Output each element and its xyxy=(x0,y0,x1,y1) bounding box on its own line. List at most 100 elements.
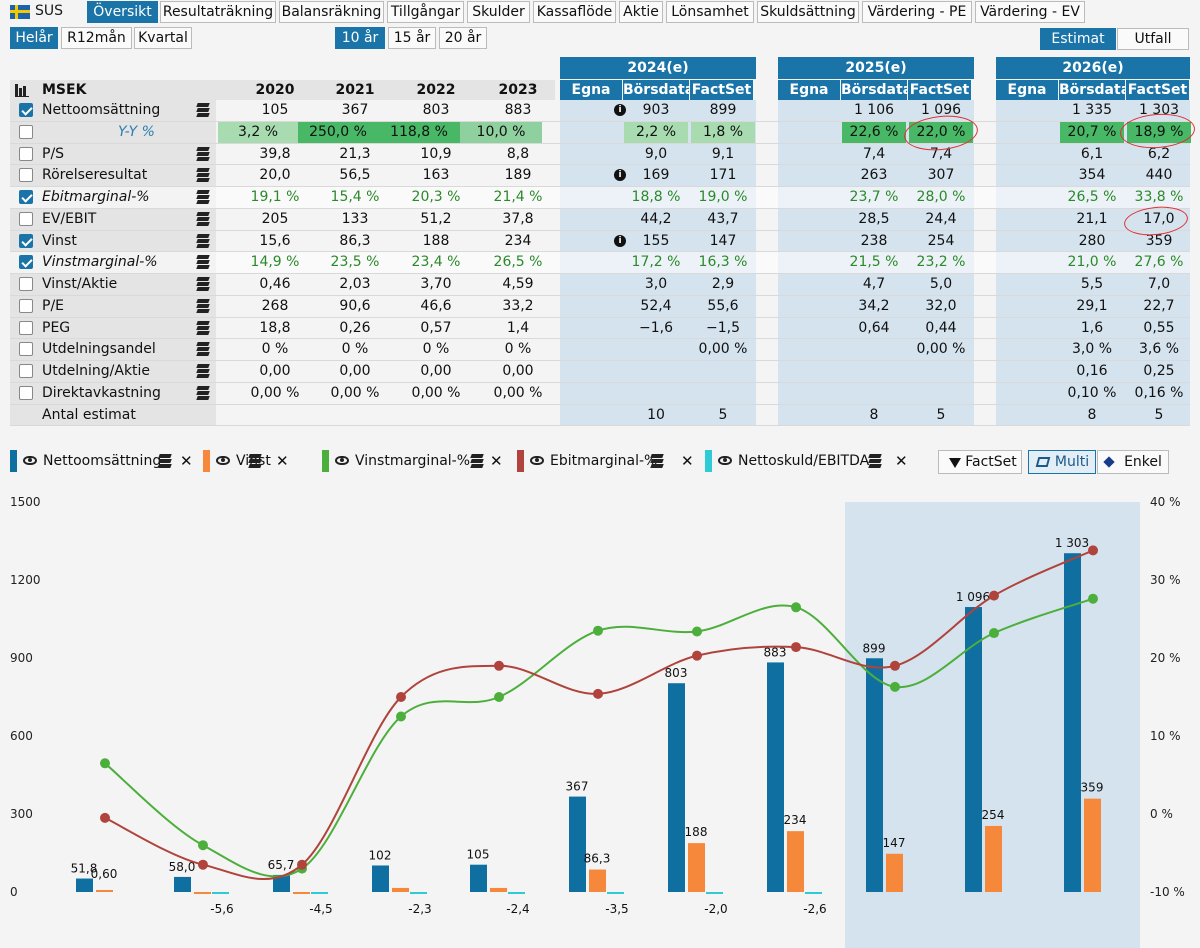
bar-nettoomsattning[interactable] xyxy=(668,683,685,892)
bar-nettoskuld[interactable] xyxy=(311,892,328,894)
close-icon[interactable]: ✕ xyxy=(895,452,908,470)
layers-icon[interactable] xyxy=(650,454,664,468)
layers-icon[interactable] xyxy=(196,211,210,226)
tab-översikt[interactable]: Översikt xyxy=(87,1,158,23)
bar-vinst[interactable] xyxy=(194,892,211,894)
bar-nettoomsattning[interactable] xyxy=(372,865,389,892)
chart-bars-icon[interactable] xyxy=(15,84,29,97)
close-icon[interactable]: ✕ xyxy=(180,452,193,470)
range-10-button[interactable]: 10 år xyxy=(335,27,385,49)
layers-icon[interactable] xyxy=(248,454,262,468)
tab-kassaflöde[interactable]: Kassaflöde xyxy=(533,1,616,23)
row-checkbox[interactable] xyxy=(19,190,33,204)
line-point[interactable] xyxy=(1088,593,1098,604)
tab-värdering-pe[interactable]: Värdering - PE xyxy=(862,1,972,23)
row-checkbox[interactable] xyxy=(19,320,33,335)
bar-vinst[interactable] xyxy=(293,892,310,894)
eye-icon[interactable] xyxy=(23,456,37,465)
info-icon[interactable]: i xyxy=(614,169,626,182)
line-point[interactable] xyxy=(198,840,208,851)
row-checkbox[interactable] xyxy=(19,211,33,226)
bar-vinst[interactable] xyxy=(392,887,409,892)
bar-vinst[interactable] xyxy=(787,831,804,892)
row-checkbox[interactable] xyxy=(19,146,33,161)
line-point[interactable] xyxy=(494,660,504,671)
bar-vinst[interactable] xyxy=(589,869,606,892)
tab-värdering-ev[interactable]: Värdering - EV xyxy=(975,1,1085,23)
line-point[interactable] xyxy=(396,692,406,702)
eye-icon[interactable] xyxy=(718,456,732,465)
row-checkbox[interactable] xyxy=(19,298,33,313)
bar-nettoomsattning[interactable] xyxy=(965,607,982,892)
layers-icon[interactable] xyxy=(470,454,484,468)
tab-lönsamhet[interactable]: Lönsamhet xyxy=(666,1,754,23)
bar-nettoskuld[interactable] xyxy=(805,892,822,894)
mode-estimat-button[interactable]: Estimat xyxy=(1040,28,1116,50)
bar-nettoomsattning[interactable] xyxy=(569,796,586,892)
period-kvartal-button[interactable]: Kvartal xyxy=(134,27,192,49)
bar-nettoomsattning[interactable] xyxy=(866,658,883,892)
bar-nettoomsattning[interactable] xyxy=(1064,553,1081,892)
single-view-button[interactable]: Enkel xyxy=(1097,450,1169,474)
close-icon[interactable]: ✕ xyxy=(490,452,503,470)
layers-icon[interactable] xyxy=(196,168,210,183)
range-20-button[interactable]: 20 år xyxy=(439,27,487,49)
close-icon[interactable]: ✕ xyxy=(276,452,289,470)
row-checkbox[interactable] xyxy=(19,385,33,400)
bar-nettoomsattning[interactable] xyxy=(767,662,784,892)
line-point[interactable] xyxy=(494,692,504,702)
line-point[interactable] xyxy=(100,812,110,823)
layers-icon[interactable] xyxy=(196,233,210,248)
line-point[interactable] xyxy=(890,660,900,671)
layers-icon[interactable] xyxy=(196,277,210,291)
close-icon[interactable]: ✕ xyxy=(681,452,694,470)
bar-nettoskuld[interactable] xyxy=(410,892,427,894)
line-point[interactable] xyxy=(593,688,603,699)
line-point[interactable] xyxy=(890,681,900,692)
row-checkbox[interactable] xyxy=(19,364,33,378)
bar-vinst[interactable] xyxy=(1084,798,1101,892)
layers-icon[interactable] xyxy=(868,454,882,468)
layers-icon[interactable] xyxy=(196,385,210,400)
layers-icon[interactable] xyxy=(196,146,210,161)
bar-nettoomsattning[interactable] xyxy=(273,874,290,892)
line-point[interactable] xyxy=(791,602,801,613)
bar-vinst[interactable] xyxy=(490,887,507,892)
info-icon[interactable]: i xyxy=(614,104,626,116)
line-point[interactable] xyxy=(1088,545,1098,556)
bar-vinst[interactable] xyxy=(985,825,1002,892)
line-point[interactable] xyxy=(989,628,999,639)
line-point[interactable] xyxy=(692,626,702,637)
eye-icon[interactable] xyxy=(216,456,230,465)
tab-resultaträkning[interactable]: Resultaträkning xyxy=(160,1,276,23)
bar-nettoomsattning[interactable] xyxy=(470,864,487,892)
layers-icon[interactable] xyxy=(158,454,172,468)
row-checkbox[interactable] xyxy=(19,168,33,183)
eye-icon[interactable] xyxy=(530,456,544,465)
line-point[interactable] xyxy=(989,590,999,601)
line-point[interactable] xyxy=(791,642,801,653)
row-checkbox[interactable] xyxy=(19,233,33,248)
row-checkbox[interactable] xyxy=(19,103,33,117)
factset-toggle-button[interactable]: FactSet xyxy=(938,450,1022,474)
layers-icon[interactable] xyxy=(196,190,210,204)
line-point[interactable] xyxy=(297,859,307,870)
eye-icon[interactable] xyxy=(335,456,349,465)
bar-nettoomsattning[interactable] xyxy=(174,876,191,892)
multi-view-button[interactable]: Multi xyxy=(1028,450,1096,474)
row-checkbox[interactable] xyxy=(19,255,33,270)
tab-skulder[interactable]: Skulder xyxy=(467,1,530,23)
line-point[interactable] xyxy=(198,859,208,870)
tab-skuldsättning[interactable]: Skuldsättning xyxy=(757,1,859,23)
period-r12man-button[interactable]: R12mån xyxy=(61,27,132,49)
bar-vinst[interactable] xyxy=(96,890,113,892)
tab-aktie[interactable]: Aktie xyxy=(619,1,663,23)
line-point[interactable] xyxy=(692,650,702,661)
line-point[interactable] xyxy=(593,625,603,636)
bar-vinst[interactable] xyxy=(688,843,705,892)
bar-nettoskuld[interactable] xyxy=(607,892,624,894)
layers-icon[interactable] xyxy=(196,342,210,357)
bar-vinst[interactable] xyxy=(886,853,903,892)
row-checkbox[interactable] xyxy=(19,124,33,139)
row-checkbox[interactable] xyxy=(19,342,33,357)
